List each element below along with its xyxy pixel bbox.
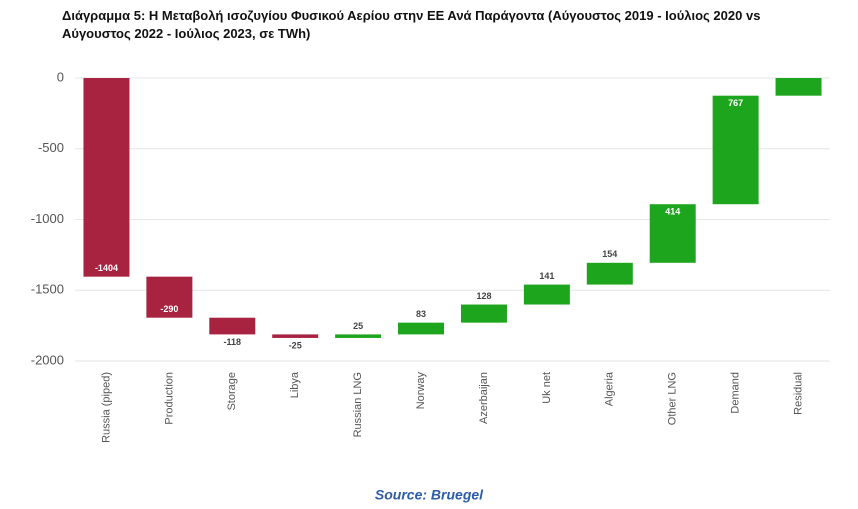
chart-title: Αύγουστος 2022 - Ιούλιος 2023, σε TWh) <box>62 26 310 41</box>
y-tick-label: -2000 <box>31 352 64 367</box>
bar <box>335 334 382 338</box>
x-tick-label: Residual <box>792 372 804 415</box>
bar <box>209 317 256 335</box>
x-tick-label: Storage <box>226 372 238 411</box>
value-label: 83 <box>416 309 426 319</box>
value-label: -290 <box>160 304 178 314</box>
value-label: -25 <box>289 340 302 350</box>
value-label: 767 <box>728 98 743 108</box>
x-tick-label: Russian LNG <box>352 372 364 437</box>
y-tick-label: 0 <box>57 69 64 84</box>
bar <box>649 204 696 263</box>
x-tick-label: Azerbaijan <box>478 372 490 424</box>
x-tick-label: Russia (piped) <box>100 372 112 443</box>
y-tick-label: -1000 <box>31 211 64 226</box>
x-tick-label: Demand <box>730 372 742 414</box>
x-tick-label: Production <box>163 372 175 425</box>
bar <box>586 262 633 285</box>
value-label: 141 <box>539 271 554 281</box>
x-tick-label: Uk net <box>541 372 553 404</box>
bar <box>775 78 822 96</box>
bar <box>272 334 319 338</box>
x-tick-label: Other LNG <box>667 372 679 425</box>
bar <box>712 95 759 205</box>
x-tick-label: Libya <box>289 371 301 398</box>
source: Source: Bruegel <box>375 487 484 503</box>
y-tick-label: -1500 <box>31 282 64 297</box>
x-tick-label: Norway <box>415 372 427 410</box>
bar <box>398 322 445 335</box>
bar <box>146 276 193 318</box>
value-label: 414 <box>665 207 680 217</box>
value-label: -118 <box>224 337 242 347</box>
bar <box>460 304 507 323</box>
bar <box>83 78 130 277</box>
bar <box>523 284 570 305</box>
value-label: 128 <box>476 291 491 301</box>
value-label: 154 <box>602 249 617 259</box>
value-label: -1404 <box>95 263 118 273</box>
y-tick-label: -500 <box>38 140 64 155</box>
value-label: 25 <box>353 321 363 331</box>
x-tick-label: Algeria <box>604 371 616 406</box>
chart-title: Διάγραμμα 5: Η Μεταβολή ισοζυγίου Φυσικο… <box>62 8 760 23</box>
